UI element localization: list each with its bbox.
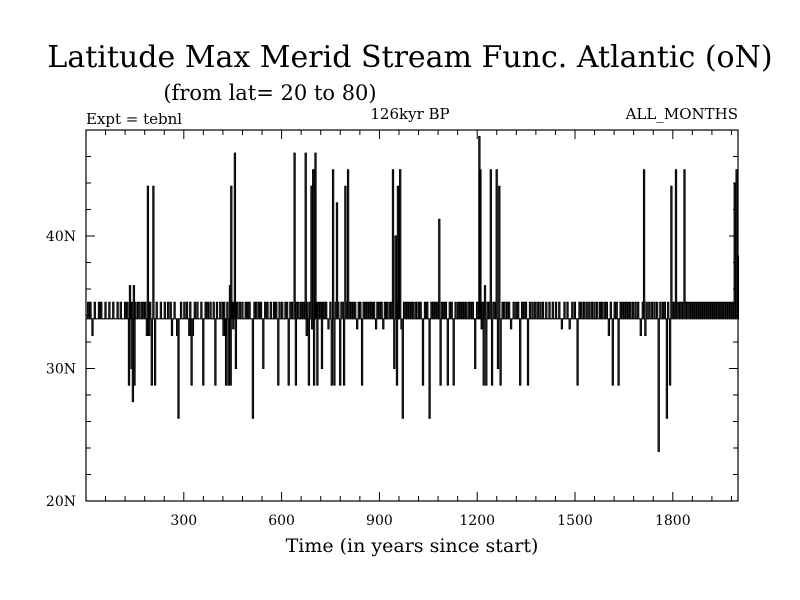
x-tick-label: 1200 — [459, 513, 495, 529]
plot-area: 300 600 900 1200 1500 1800 20N 30N 40N — [46, 129, 740, 529]
y-tick-label: 20N — [46, 494, 76, 510]
period-label: 126kyr BP — [370, 105, 449, 123]
x-tick-label: 300 — [170, 513, 197, 529]
x-axis-label: Time (in years since start) — [286, 535, 539, 557]
chart-title: Latitude Max Merid Stream Func. Atlantic… — [47, 40, 772, 75]
y-tick-label: 30N — [46, 362, 76, 378]
x-tick-label: 600 — [268, 513, 295, 529]
y-tick-label: 40N — [46, 229, 76, 245]
expt-label: Expt = tebnl — [86, 110, 182, 128]
x-tick-label: 1500 — [557, 513, 593, 529]
months-label: ALL_MONTHS — [625, 105, 738, 123]
x-tick-label: 1800 — [655, 513, 691, 529]
x-tick-label: 900 — [366, 513, 393, 529]
chart-subtitle: (from lat= 20 to 80) — [163, 81, 376, 105]
series-line — [86, 136, 740, 452]
